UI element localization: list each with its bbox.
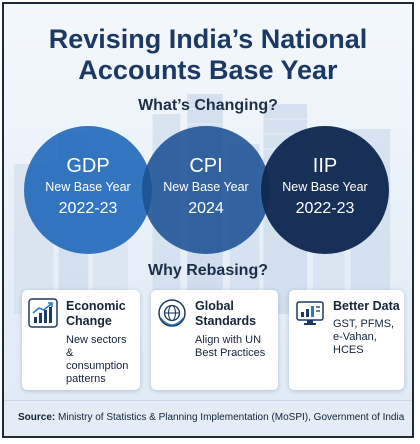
source-label: Source:	[18, 412, 56, 423]
base-year-circles: GDP New Base Year 2022-23 CPI New Base Y…	[4, 4, 412, 436]
cpi-circle: CPI New Base Year 2024	[142, 126, 270, 254]
title-line-1: Revising India’s National	[48, 24, 368, 54]
gdp-abbr: GDP	[66, 155, 110, 177]
heading-line: Change	[66, 314, 112, 328]
title-line-2: Accounts Base Year	[78, 55, 338, 85]
better-data-heading: Better Data	[333, 299, 400, 314]
iip-year: 2022-23	[295, 200, 355, 217]
economic-change-heading: Economic Change	[66, 299, 136, 329]
gdp-label: New Base Year	[45, 180, 131, 194]
heading-line: Economic	[66, 299, 126, 313]
global-standards-description: Align with UN Best Practices	[195, 334, 274, 360]
iip-abbr: IIP	[312, 155, 338, 177]
gdp-circle: GDP New Base Year 2022-23	[24, 126, 152, 254]
globe-icon	[158, 299, 186, 327]
cpi-abbr: CPI	[189, 155, 223, 177]
global-standards-heading: Global Standards	[195, 299, 274, 329]
cpi-year: 2024	[188, 200, 224, 217]
source-text: Source: Ministry of Statistics & Plannin…	[18, 412, 404, 423]
gdp-year: 2022-23	[58, 200, 118, 217]
better-data-card: Better Data GST, PFMS, e-Vahan, HCES	[289, 290, 404, 390]
whats-changing-heading: What’s Changing?	[138, 97, 278, 114]
infographic-frame: Revising India’s National Accounts Base …	[2, 2, 414, 438]
description-line: HCES	[333, 344, 364, 356]
heading-line: Standards	[195, 314, 257, 328]
why-rebasing-heading: Why Rebasing?	[147, 262, 268, 279]
iip-label: New Base Year	[282, 180, 368, 194]
source-footer: Source: Ministry of Statistics & Plannin…	[4, 400, 412, 436]
source-value: Ministry of Statistics & Planning Implem…	[58, 412, 405, 423]
description-line: New sectors &	[66, 334, 127, 359]
economic-change-card: Economic Change New sectors & consumptio…	[22, 290, 140, 390]
description-line: patterns	[66, 373, 106, 385]
heading-line: Better Data	[333, 299, 400, 313]
global-standards-card: Global Standards Align with UN Best Prac…	[151, 290, 278, 390]
cpi-label: New Base Year	[163, 180, 249, 194]
economic-change-description: New sectors & consumption patterns	[66, 334, 136, 386]
growth-chart-icon	[28, 298, 58, 328]
better-data-description: GST, PFMS, e-Vahan, HCES	[333, 318, 400, 357]
page-title: Revising India’s National Accounts Base …	[4, 24, 412, 86]
description-line: e-Vahan,	[333, 331, 377, 343]
description-line: consumption	[66, 360, 129, 372]
dashboard-monitor-icon	[296, 301, 324, 325]
description-line: Align with UN	[195, 334, 262, 346]
heading-line: Global	[195, 299, 234, 313]
iip-circle: IIP New Base Year 2022-23	[261, 126, 389, 254]
description-line: Best Practices	[195, 347, 266, 359]
description-line: GST, PFMS,	[333, 318, 395, 330]
